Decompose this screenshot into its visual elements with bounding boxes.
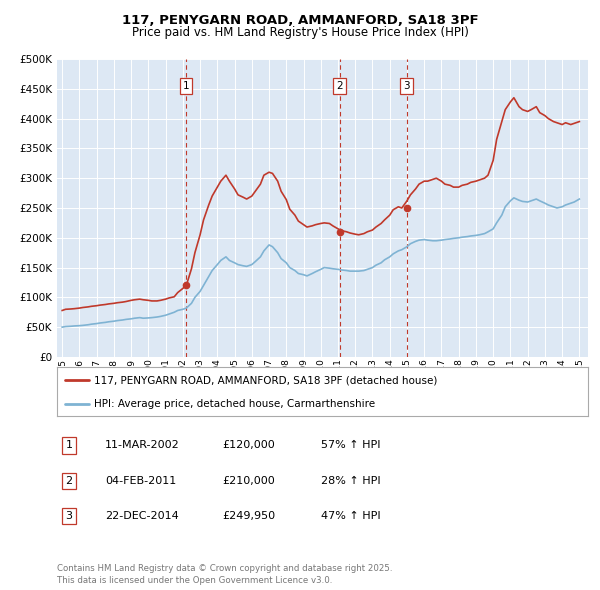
Text: 117, PENYGARN ROAD, AMMANFORD, SA18 3PF (detached house): 117, PENYGARN ROAD, AMMANFORD, SA18 3PF … — [94, 375, 437, 385]
Text: 47% ↑ HPI: 47% ↑ HPI — [321, 512, 380, 521]
Text: 3: 3 — [65, 512, 73, 521]
Text: 2: 2 — [65, 476, 73, 486]
Text: 22-DEC-2014: 22-DEC-2014 — [105, 512, 179, 521]
Text: 57% ↑ HPI: 57% ↑ HPI — [321, 441, 380, 450]
Text: HPI: Average price, detached house, Carmarthenshire: HPI: Average price, detached house, Carm… — [94, 399, 375, 409]
Text: 1: 1 — [183, 81, 190, 91]
Text: 04-FEB-2011: 04-FEB-2011 — [105, 476, 176, 486]
Text: 1: 1 — [65, 441, 73, 450]
Text: £210,000: £210,000 — [222, 476, 275, 486]
Text: 2: 2 — [336, 81, 343, 91]
Text: 3: 3 — [403, 81, 410, 91]
Text: 117, PENYGARN ROAD, AMMANFORD, SA18 3PF: 117, PENYGARN ROAD, AMMANFORD, SA18 3PF — [122, 14, 478, 27]
Text: 11-MAR-2002: 11-MAR-2002 — [105, 441, 180, 450]
Text: Contains HM Land Registry data © Crown copyright and database right 2025.
This d: Contains HM Land Registry data © Crown c… — [57, 565, 392, 585]
Text: 28% ↑ HPI: 28% ↑ HPI — [321, 476, 380, 486]
Text: £120,000: £120,000 — [222, 441, 275, 450]
Text: £249,950: £249,950 — [222, 512, 275, 521]
Text: Price paid vs. HM Land Registry's House Price Index (HPI): Price paid vs. HM Land Registry's House … — [131, 26, 469, 39]
